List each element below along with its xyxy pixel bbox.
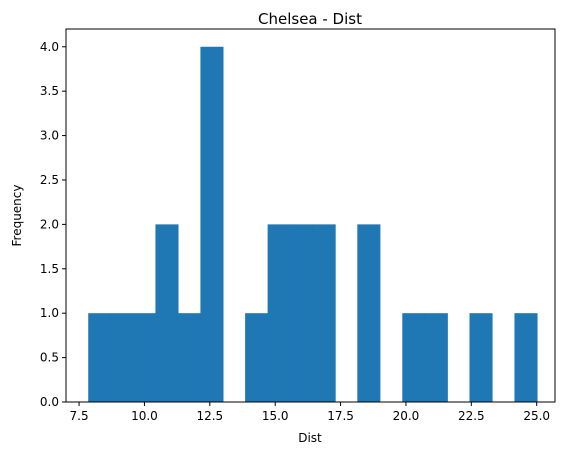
x-tick-label: 17.5 — [327, 409, 354, 423]
histogram-bar — [245, 313, 269, 402]
x-axis-label: Dist — [298, 431, 322, 445]
y-tick-label: 0.0 — [40, 395, 59, 409]
histogram-bar — [514, 313, 538, 402]
x-tick-label: 12.5 — [196, 409, 223, 423]
histogram-bar — [290, 224, 314, 402]
y-axis-ticks: 0.0 0.5 1.0 1.5 2.0 2.5 3.0 3.5 4.0 — [40, 40, 66, 409]
x-tick-label: 7.5 — [70, 409, 89, 423]
x-tick-label: 22.5 — [458, 409, 485, 423]
bars-layer — [88, 46, 538, 403]
histogram-bar — [312, 224, 336, 402]
histogram-bar — [88, 313, 112, 402]
histogram-bar — [424, 313, 448, 402]
histogram-bar — [155, 224, 179, 402]
y-tick-label: 3.5 — [40, 84, 59, 98]
x-tick-label: 15.0 — [262, 409, 289, 423]
x-tick-label: 25.0 — [523, 409, 550, 423]
histogram-bar — [267, 224, 291, 402]
y-tick-label: 2.5 — [40, 173, 59, 187]
histogram-bar — [200, 46, 224, 403]
y-tick-label: 0.5 — [40, 351, 59, 365]
histogram-bar — [110, 313, 134, 402]
histogram-bar — [402, 313, 426, 402]
histogram-bar — [357, 224, 381, 402]
y-tick-label: 2.0 — [40, 217, 59, 231]
y-tick-label: 1.5 — [40, 262, 59, 276]
histogram-bar — [469, 313, 493, 402]
y-tick-label: 4.0 — [40, 40, 59, 54]
y-tick-label: 1.0 — [40, 306, 59, 320]
x-tick-label: 10.0 — [131, 409, 158, 423]
histogram-bar — [132, 313, 157, 402]
x-axis-ticks: 7.5 10.0 12.5 15.0 17.5 20.0 22.5 25.0 — [70, 402, 550, 423]
histogram-bar — [177, 313, 202, 402]
plot-frame — [65, 28, 556, 403]
x-tick-label: 20.0 — [393, 409, 420, 423]
y-tick-label: 3.0 — [40, 129, 59, 143]
chart-title: Chelsea - Dist — [258, 10, 362, 28]
y-axis-label: Frequency — [10, 185, 24, 247]
